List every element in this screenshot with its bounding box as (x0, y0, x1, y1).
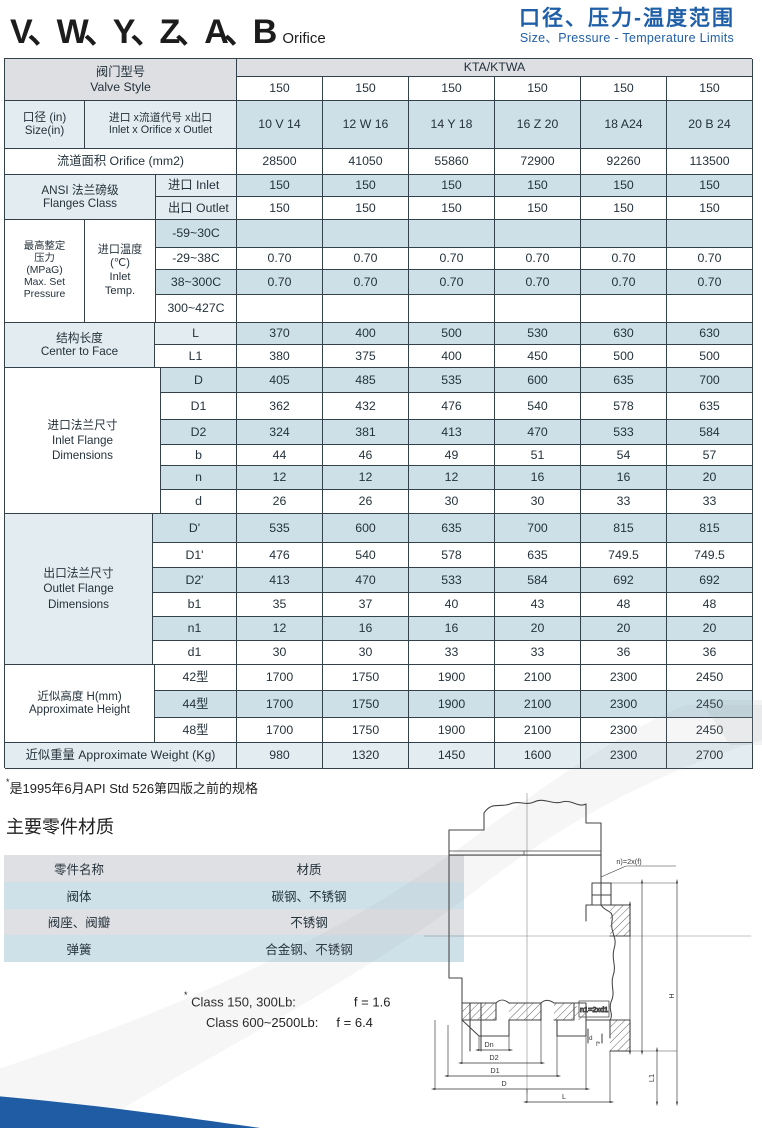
svg-text:Dn: Dn (484, 1040, 493, 1049)
svg-text:L1: L1 (647, 1074, 656, 1082)
svg-text:H: H (667, 993, 676, 998)
svg-text:D: D (501, 1079, 506, 1088)
svg-text:D2: D2 (489, 1053, 498, 1062)
svg-text:n)=2x(f): n)=2x(f) (616, 857, 641, 866)
svg-text:f*: f* (596, 1041, 601, 1048)
svg-text:L: L (562, 1092, 566, 1101)
svg-text:D1: D1 (490, 1066, 499, 1075)
svg-text:d: d (589, 1035, 593, 1042)
